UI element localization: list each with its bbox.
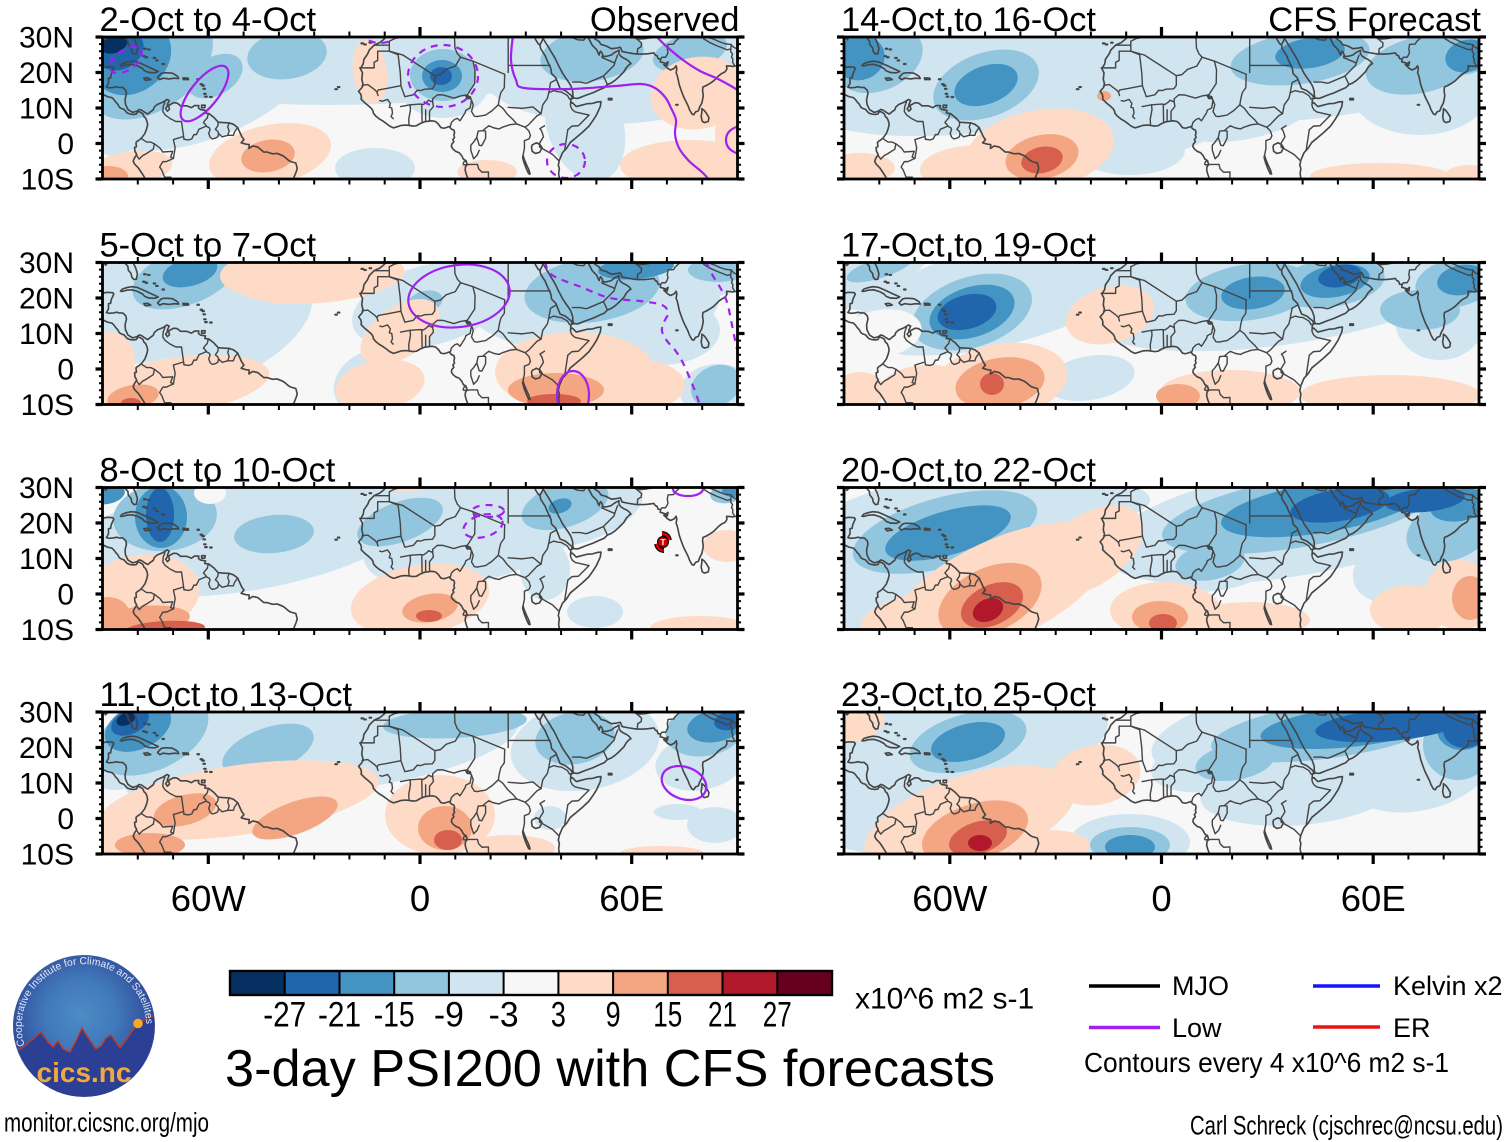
svg-text:20N: 20N [19, 57, 74, 90]
svg-text:27: 27 [763, 996, 792, 1035]
svg-text:0: 0 [57, 803, 74, 836]
svg-text:11-Oct to 13-Oct: 11-Oct to 13-Oct [100, 676, 353, 714]
svg-text:17-Oct to 19-Oct: 17-Oct to 19-Oct [841, 227, 1096, 265]
svg-text:60E: 60E [599, 878, 664, 919]
svg-text:0: 0 [1151, 878, 1171, 919]
svg-text:30N: 30N [19, 22, 74, 55]
svg-text:Contours every 4 x10^6 m2 s-1: Contours every 4 x10^6 m2 s-1 [1084, 1047, 1449, 1078]
svg-text:10N: 10N [19, 768, 74, 801]
svg-text:-9: -9 [434, 996, 464, 1035]
svg-text:cics.nc: cics.nc [37, 1057, 132, 1088]
svg-text:8-Oct to 10-Oct: 8-Oct to 10-Oct [100, 452, 336, 490]
svg-text:0: 0 [410, 878, 430, 919]
svg-text:CFS Forecast: CFS Forecast [1268, 1, 1481, 39]
svg-text:3: 3 [551, 996, 566, 1035]
svg-text:10N: 10N [19, 318, 74, 351]
svg-text:T: T [660, 537, 666, 547]
svg-text:60E: 60E [1341, 878, 1406, 919]
svg-text:10S: 10S [21, 389, 74, 422]
svg-text:23-Oct to 25-Oct: 23-Oct to 25-Oct [841, 676, 1096, 714]
svg-text:30N: 30N [19, 472, 74, 505]
svg-text:2-Oct to 4-Oct: 2-Oct to 4-Oct [100, 1, 317, 39]
svg-text:Kelvin x2: Kelvin x2 [1393, 971, 1503, 1001]
svg-text:10S: 10S [21, 164, 74, 197]
svg-text:15: 15 [653, 996, 682, 1035]
svg-text:20N: 20N [19, 508, 74, 541]
svg-text:20N: 20N [19, 732, 74, 765]
svg-text:0: 0 [57, 128, 74, 161]
svg-text:10S: 10S [21, 614, 74, 647]
svg-text:Carl Schreck (cjschrec@ncsu.ed: Carl Schreck (cjschrec@ncsu.edu) [1190, 1111, 1503, 1141]
svg-text:x10^6 m2 s-1: x10^6 m2 s-1 [855, 983, 1034, 1016]
svg-text:10N: 10N [19, 93, 74, 126]
svg-text:monitor.cicsnc.org/mjo: monitor.cicsnc.org/mjo [4, 1108, 209, 1138]
svg-text:0: 0 [57, 354, 74, 387]
svg-text:-21: -21 [318, 996, 361, 1035]
svg-text:-27: -27 [263, 996, 306, 1035]
svg-text:Observed: Observed [590, 1, 740, 39]
svg-text:-3: -3 [489, 996, 519, 1035]
svg-text:14-Oct to 16-Oct: 14-Oct to 16-Oct [841, 1, 1096, 39]
svg-text:30N: 30N [19, 697, 74, 730]
svg-text:Low: Low [1172, 1013, 1222, 1043]
svg-text:ER: ER [1393, 1013, 1431, 1043]
svg-text:10S: 10S [21, 839, 74, 872]
svg-text:MJO: MJO [1172, 971, 1229, 1001]
svg-text:21: 21 [708, 996, 737, 1035]
svg-text:9: 9 [606, 996, 621, 1035]
svg-text:-15: -15 [374, 996, 415, 1035]
svg-text:20N: 20N [19, 283, 74, 316]
svg-text:5-Oct to 7-Oct: 5-Oct to 7-Oct [100, 227, 317, 265]
svg-text:60W: 60W [171, 878, 247, 919]
svg-text:20-Oct to 22-Oct: 20-Oct to 22-Oct [841, 452, 1096, 490]
svg-text:0: 0 [57, 579, 74, 612]
svg-text:3-day PSI200 with CFS forecast: 3-day PSI200 with CFS forecasts [225, 1040, 995, 1098]
svg-text:60W: 60W [912, 878, 988, 919]
svg-text:10N: 10N [19, 543, 74, 576]
svg-text:30N: 30N [19, 247, 74, 280]
